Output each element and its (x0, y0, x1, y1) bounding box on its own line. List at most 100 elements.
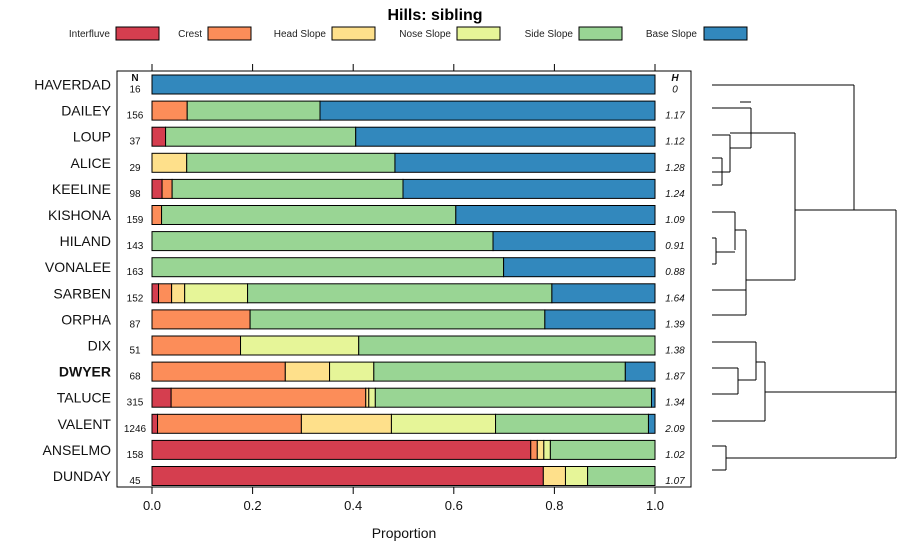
bar-segment-taluce-base-slope (650, 387, 656, 408)
n-label-dix: 51 (129, 346, 141, 357)
legend-label-interfluve: Interfluve (69, 29, 111, 40)
category-label-alice: ALICE (71, 155, 111, 171)
bar-segment-dwyer-side-slope (373, 361, 626, 382)
bar-row-sarben: SARBEN 152 1.64 (53, 283, 685, 304)
bar-segment-valent-base-slope (647, 413, 656, 434)
bar-segment-dailey-side-slope (186, 100, 321, 121)
category-label-orpha: ORPHA (61, 311, 111, 327)
legend-swatch-side-slope (578, 26, 623, 41)
h-label-alice: 1.28 (665, 163, 685, 174)
bar-segment-alice-head-slope (151, 152, 188, 173)
chart-title: Hills: sibling (387, 7, 482, 24)
n-label-dunday: 45 (129, 476, 141, 487)
bar-segment-anselmo-side-slope (549, 439, 656, 460)
bar-segment-anselmo-head-slope (536, 439, 545, 460)
bar-segment-loup-side-slope (165, 126, 357, 147)
bar-segment-keeline-base-slope (402, 178, 656, 199)
bar-row-taluce: TALUCE 315 1.34 (57, 387, 685, 409)
n-label-loup: 37 (129, 137, 141, 148)
bar-segment-sarben-base-slope (551, 283, 656, 304)
bar-row-anselmo: ANSELMO 158 1.02 (43, 439, 685, 461)
bar-segment-taluce-crest (170, 387, 367, 408)
bar-segment-dunday-side-slope (587, 466, 656, 486)
h-label-valent: 2.09 (664, 424, 685, 435)
bar-segment-anselmo-crest (530, 439, 538, 460)
x-axis: 0.0 0.2 0.4 0.6 0.8 1.0 (143, 64, 664, 513)
bar-segment-hiland-base-slope (492, 231, 656, 252)
bar-segment-dwyer-head-slope (284, 361, 331, 382)
h-label-taluce: 1.34 (665, 398, 685, 409)
n-label-hiland: 143 (127, 241, 144, 252)
x-tick-label: 0.0 (143, 498, 161, 513)
bar-row-dailey: DAILEY 156 1.17 (61, 100, 685, 122)
legend-label-head-slope: Head Slope (274, 29, 327, 40)
bar-segment-dunday-head-slope (542, 466, 566, 486)
bar-row-loup: LOUP 37 1.12 (73, 126, 685, 148)
x-tick-label: 0.6 (445, 498, 463, 513)
n-label-taluce: 315 (127, 398, 144, 409)
legend-swatch-nose-slope (456, 26, 501, 41)
bar-row-kishona: KISHONA 159 1.09 (48, 205, 685, 226)
n-label-sarben: 152 (127, 293, 144, 304)
category-label-dailey: DAILEY (61, 103, 111, 119)
bar-segment-sarben-side-slope (247, 283, 553, 304)
category-label-vonalee: VONALEE (45, 259, 111, 275)
h-label-dix: 1.38 (665, 346, 685, 357)
bar-segment-dwyer-crest (151, 361, 286, 382)
bar-segment-dwyer-base-slope (624, 361, 656, 382)
legend-swatch-base-slope (703, 26, 748, 41)
bar-segment-anselmo-nose-slope (543, 439, 551, 460)
category-label-anselmo: ANSELMO (43, 442, 112, 458)
n-column-header: N (131, 73, 138, 84)
bar-row-dwyer: DWYER 68 1.87 (59, 361, 685, 383)
category-label-haverdad: HAVERDAD (34, 77, 111, 93)
n-label-vonalee: 163 (127, 267, 144, 278)
category-label-keeline: KEELINE (52, 181, 111, 197)
bar-segment-orpha-base-slope (544, 309, 656, 330)
category-label-dunday: DUNDAY (53, 468, 112, 484)
bar-segment-keeline-crest (161, 178, 173, 199)
bar-row-hiland: HILAND 143 0.91 (60, 231, 685, 252)
n-label-alice: 29 (129, 163, 141, 174)
bar-segment-valent-side-slope (495, 413, 649, 434)
bar-segment-kishona-crest (151, 205, 163, 225)
n-label-keeline: 98 (129, 189, 141, 200)
x-tick-label: 0.2 (244, 498, 262, 513)
bar-segment-haverdad-base-slope (151, 74, 656, 95)
legend-swatch-interfluve (115, 26, 160, 41)
bar-segment-kishona-side-slope (161, 205, 457, 225)
category-label-loup: LOUP (73, 129, 111, 145)
x-tick-label: 0.4 (344, 498, 362, 513)
bar-segment-sarben-interfluve (151, 283, 160, 304)
bar-row-dunday: DUNDAY 45 1.07 (53, 466, 685, 487)
bar-segment-loup-interfluve (151, 126, 167, 147)
x-tick-label: 0.8 (545, 498, 563, 513)
bar-segment-keeline-side-slope (171, 178, 404, 199)
n-label-dailey: 156 (127, 111, 144, 122)
bar-segment-sarben-head-slope (171, 283, 186, 304)
bar-segment-sarben-crest (158, 283, 173, 304)
h-label-dwyer: 1.87 (665, 372, 685, 383)
bar-segment-orpha-crest (151, 309, 251, 330)
legend-label-nose-slope: Nose Slope (399, 29, 451, 40)
legend-swatch-crest (207, 26, 252, 41)
legend-label-side-slope: Side Slope (525, 29, 574, 40)
bar-segment-dunday-nose-slope (564, 466, 589, 486)
bar-rows: HAVERDAD 16 0 DAILEY 156 1.17 LOUP 37 1.12 ALICE 2… (34, 74, 685, 487)
x-axis-title: Proportion (372, 525, 437, 541)
category-label-dix: DIX (88, 338, 112, 354)
bar-segment-alice-side-slope (186, 152, 396, 173)
h-label-orpha: 1.39 (665, 319, 685, 330)
bar-segment-dailey-crest (151, 100, 188, 121)
bar-segment-taluce-nose-slope (368, 387, 376, 408)
h-label-keeline: 1.24 (665, 189, 685, 200)
bar-row-keeline: KEELINE 98 1.24 (52, 178, 685, 200)
bar-segment-dix-crest (151, 335, 242, 356)
category-label-dwyer: DWYER (59, 364, 111, 380)
n-label-dwyer: 68 (129, 372, 141, 383)
bar-segment-keeline-interfluve (151, 178, 163, 199)
n-label-orpha: 87 (129, 319, 141, 330)
bar-segment-dix-nose-slope (240, 335, 360, 356)
bar-segment-dix-side-slope (358, 335, 656, 356)
